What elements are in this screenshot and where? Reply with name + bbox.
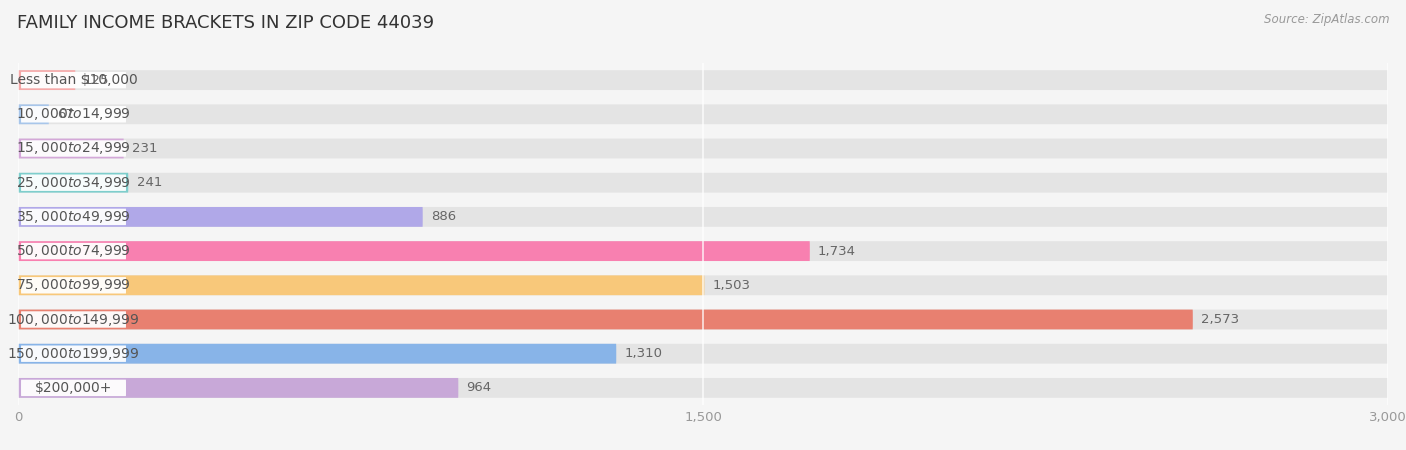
FancyBboxPatch shape [18, 173, 1388, 193]
Text: 886: 886 [430, 211, 456, 223]
FancyBboxPatch shape [21, 277, 127, 293]
Text: 231: 231 [132, 142, 157, 155]
FancyBboxPatch shape [18, 275, 1388, 295]
Text: 241: 241 [136, 176, 162, 189]
FancyBboxPatch shape [18, 378, 1388, 398]
FancyBboxPatch shape [18, 378, 458, 398]
FancyBboxPatch shape [21, 311, 127, 328]
FancyBboxPatch shape [18, 344, 1388, 364]
FancyBboxPatch shape [21, 243, 127, 259]
Text: 125: 125 [83, 74, 110, 86]
FancyBboxPatch shape [18, 207, 1388, 227]
FancyBboxPatch shape [18, 241, 810, 261]
Text: 1,310: 1,310 [624, 347, 662, 360]
FancyBboxPatch shape [18, 70, 1388, 90]
Text: $100,000 to $149,999: $100,000 to $149,999 [7, 311, 139, 328]
FancyBboxPatch shape [18, 139, 1388, 158]
Text: 1,734: 1,734 [818, 245, 856, 257]
FancyBboxPatch shape [21, 106, 127, 122]
Text: $35,000 to $49,999: $35,000 to $49,999 [15, 209, 131, 225]
FancyBboxPatch shape [18, 241, 1388, 261]
FancyBboxPatch shape [21, 346, 127, 362]
FancyBboxPatch shape [18, 70, 76, 90]
FancyBboxPatch shape [21, 380, 127, 396]
FancyBboxPatch shape [18, 310, 1192, 329]
FancyBboxPatch shape [21, 72, 127, 88]
FancyBboxPatch shape [18, 344, 616, 364]
Text: $75,000 to $99,999: $75,000 to $99,999 [15, 277, 131, 293]
Text: $25,000 to $34,999: $25,000 to $34,999 [15, 175, 131, 191]
Text: 2,573: 2,573 [1201, 313, 1239, 326]
FancyBboxPatch shape [18, 104, 49, 124]
FancyBboxPatch shape [18, 275, 704, 295]
FancyBboxPatch shape [18, 310, 1388, 329]
Text: 964: 964 [467, 382, 492, 394]
Text: $50,000 to $74,999: $50,000 to $74,999 [15, 243, 131, 259]
Text: FAMILY INCOME BRACKETS IN ZIP CODE 44039: FAMILY INCOME BRACKETS IN ZIP CODE 44039 [17, 14, 434, 32]
Text: $150,000 to $199,999: $150,000 to $199,999 [7, 346, 139, 362]
Text: 1,503: 1,503 [713, 279, 751, 292]
Text: Less than $10,000: Less than $10,000 [10, 73, 138, 87]
FancyBboxPatch shape [18, 139, 124, 158]
FancyBboxPatch shape [21, 175, 127, 191]
Text: Source: ZipAtlas.com: Source: ZipAtlas.com [1264, 14, 1389, 27]
FancyBboxPatch shape [18, 104, 1388, 124]
Text: $15,000 to $24,999: $15,000 to $24,999 [15, 140, 131, 157]
Text: 67: 67 [58, 108, 75, 121]
Text: $200,000+: $200,000+ [35, 381, 112, 395]
FancyBboxPatch shape [18, 173, 128, 193]
FancyBboxPatch shape [21, 209, 127, 225]
FancyBboxPatch shape [18, 207, 423, 227]
Text: $10,000 to $14,999: $10,000 to $14,999 [15, 106, 131, 122]
FancyBboxPatch shape [21, 140, 127, 157]
